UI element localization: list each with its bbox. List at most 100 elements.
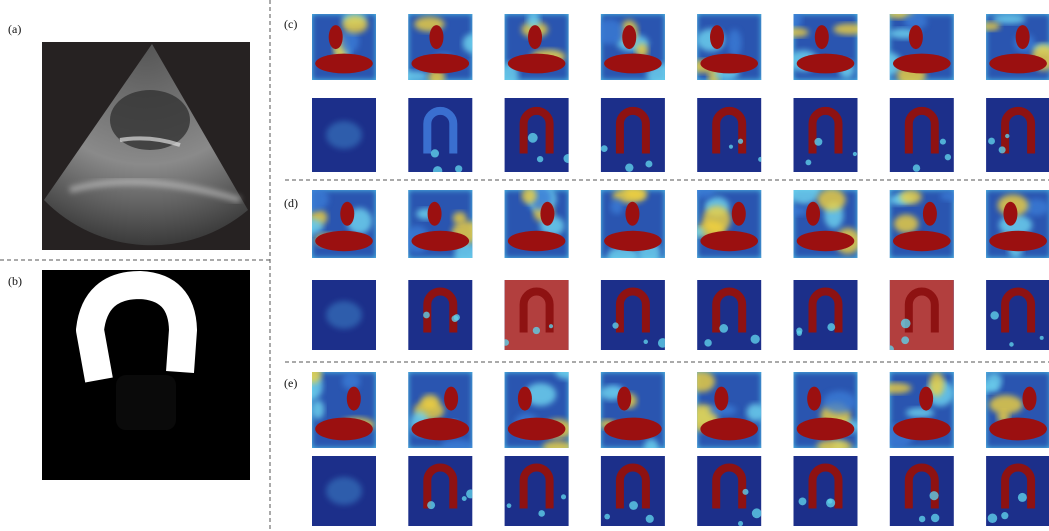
blob <box>556 365 576 379</box>
heatmap-tile <box>312 98 376 172</box>
blob <box>540 202 554 226</box>
blob <box>901 319 911 329</box>
blob <box>988 513 998 523</box>
heatmap-tile <box>794 280 858 350</box>
blob <box>625 202 639 226</box>
blob <box>990 311 998 319</box>
blob <box>751 335 760 344</box>
blob <box>988 138 995 145</box>
heatmap-tile <box>880 368 957 452</box>
blob <box>700 231 758 251</box>
heatmap-tile <box>973 368 1049 452</box>
blob <box>594 19 624 44</box>
heatmap-tile <box>785 10 865 84</box>
blob <box>521 188 536 204</box>
panel-label: (d) <box>284 196 298 210</box>
blob <box>710 25 724 49</box>
blob <box>815 25 829 49</box>
blob <box>690 227 704 237</box>
blob <box>644 439 659 456</box>
blob <box>797 330 802 335</box>
blob <box>732 202 746 226</box>
heatmap-tile <box>794 98 858 172</box>
heatmap-tile <box>886 280 954 353</box>
figure: (a) (b) (c) (d) (e) <box>0 0 1049 531</box>
heatmap-tile <box>601 456 665 526</box>
blob <box>412 54 470 74</box>
heatmap-tile <box>697 456 761 526</box>
blob <box>929 491 938 500</box>
blob <box>543 441 573 453</box>
blob <box>528 133 538 143</box>
blob <box>999 146 1006 153</box>
heatmap-tile <box>597 186 669 267</box>
blob <box>853 152 857 156</box>
blob <box>533 327 540 334</box>
blob <box>758 157 763 162</box>
heatmap-tile <box>394 10 480 85</box>
blob <box>945 154 951 160</box>
blob <box>644 340 649 345</box>
blob <box>624 188 647 199</box>
blob <box>827 323 835 331</box>
blob <box>931 514 939 522</box>
blob <box>893 54 951 74</box>
blob <box>423 312 430 319</box>
blob <box>700 54 758 74</box>
blob <box>508 54 566 74</box>
blob <box>901 336 909 344</box>
blob <box>563 154 572 163</box>
blob <box>919 387 933 411</box>
heatmap-tile <box>404 186 483 268</box>
heatmap-tile <box>502 280 568 350</box>
blob <box>537 156 543 162</box>
blob <box>1018 493 1027 502</box>
heatmap-grid <box>299 9 1049 526</box>
blob <box>508 418 566 441</box>
blob <box>799 497 807 505</box>
blob <box>700 418 758 441</box>
blob <box>646 515 654 523</box>
blob <box>412 231 470 251</box>
heatmap-tile <box>890 98 954 172</box>
heatmap-tile <box>501 185 573 262</box>
blob <box>894 214 919 233</box>
heatmap-tile <box>986 280 1049 350</box>
panel-label: (a) <box>8 22 21 36</box>
blob <box>340 202 354 226</box>
blob <box>462 496 467 501</box>
heatmap-tile <box>601 280 668 350</box>
blob <box>466 489 475 498</box>
heatmap-tile <box>597 368 669 456</box>
blob <box>797 54 855 74</box>
blob <box>1003 202 1017 226</box>
blob <box>805 159 811 165</box>
blob <box>428 202 442 226</box>
blob <box>728 29 742 57</box>
heatmap-tile <box>690 181 765 262</box>
blob <box>629 501 638 510</box>
blob <box>463 34 481 53</box>
blob <box>738 139 743 144</box>
heatmap-tile <box>501 365 576 453</box>
heatmap-tile <box>879 9 958 86</box>
blob <box>645 160 652 167</box>
heatmap-tile <box>986 98 1049 172</box>
heatmap-tile <box>408 98 472 175</box>
heatmap-tile <box>986 456 1049 526</box>
blob <box>604 514 610 520</box>
blob <box>455 165 462 172</box>
blob <box>617 387 631 411</box>
blob <box>326 301 362 329</box>
blob <box>880 383 911 394</box>
blob <box>315 54 373 74</box>
blob <box>518 387 532 411</box>
blob <box>315 418 373 441</box>
blob <box>421 394 439 408</box>
heatmap-tile <box>794 456 858 526</box>
panel-label: (b) <box>8 274 22 288</box>
blob <box>347 387 361 411</box>
blob <box>441 439 474 452</box>
heatmap-tile <box>886 186 961 262</box>
blob <box>549 324 553 328</box>
